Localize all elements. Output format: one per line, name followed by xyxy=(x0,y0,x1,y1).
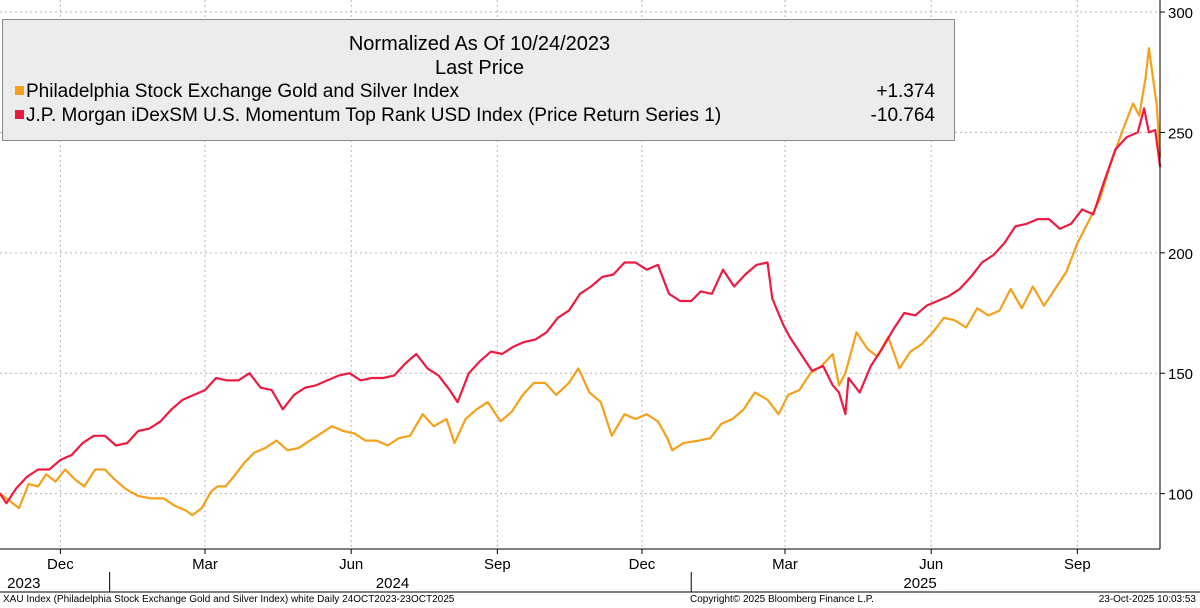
legend: Normalized As Of 10/24/2023 Last Price P… xyxy=(2,19,955,141)
legend-subtitle: Last Price xyxy=(435,57,524,79)
series-line-momentum xyxy=(0,107,1162,505)
year-label: 2025 xyxy=(903,575,936,592)
y-tick-label: 200 xyxy=(1168,246,1193,263)
y-tick-label: 250 xyxy=(1168,125,1193,142)
x-tick-label: Dec xyxy=(47,556,74,573)
tick-labels: 100 150 200 250 300 Dec Mar Jun Sep Dec Mar Jun Sep 2… xyxy=(7,5,1193,592)
x-tick-label: Sep xyxy=(484,556,511,573)
legend-label: Philadelphia Stock Exchange Gold and Sil… xyxy=(26,81,460,102)
legend-swatch xyxy=(15,110,24,119)
axes xyxy=(0,0,1200,593)
x-tick-label: Jun xyxy=(339,556,363,573)
year-label: 2023 xyxy=(7,575,40,592)
footer-source: XAU Index (Philadelphia Stock Exchange G… xyxy=(3,594,455,605)
x-tick-label: Mar xyxy=(192,556,218,573)
series-lines xyxy=(0,47,1162,517)
y-tick-label: 100 xyxy=(1168,487,1193,504)
legend-value: -10.764 xyxy=(870,105,935,126)
y-tick-label: 300 xyxy=(1168,5,1193,22)
legend-label: J.P. Morgan iDexSM U.S. Momentum Top Ran… xyxy=(26,105,722,126)
x-tick-label: Mar xyxy=(772,556,798,573)
legend-title: Normalized As Of 10/24/2023 xyxy=(348,33,611,55)
legend-swatch xyxy=(15,86,24,95)
legend-entry-xau: Philadelphia Stock Exchange Gold and Sil… xyxy=(15,80,945,104)
y-tick-label: 150 xyxy=(1168,366,1193,383)
x-tick-label: Dec xyxy=(629,556,656,573)
legend-value: +1.374 xyxy=(876,81,935,102)
series-line-gold-silver xyxy=(0,47,1162,517)
footer-timestamp: 23-Oct-2025 10:03:53 xyxy=(1098,594,1196,605)
x-tick-label: Jun xyxy=(919,556,943,573)
x-tick-label: Sep xyxy=(1064,556,1091,573)
footer-copyright: Copyright© 2025 Bloomberg Finance L.P. xyxy=(690,594,874,605)
legend-entry-momentum: J.P. Morgan iDexSM U.S. Momentum Top Ran… xyxy=(15,104,945,128)
year-label: 2024 xyxy=(376,575,409,592)
